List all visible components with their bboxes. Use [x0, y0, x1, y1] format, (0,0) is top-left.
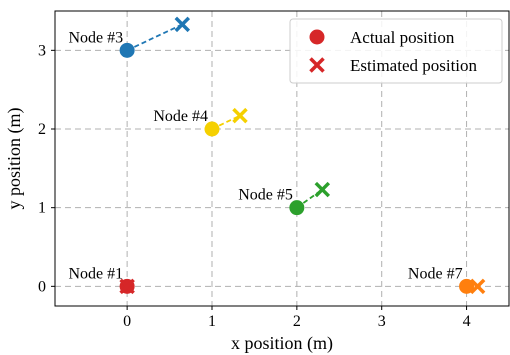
- legend-entry-label: Estimated position: [350, 56, 478, 75]
- x-axis-label: x position (m): [231, 333, 333, 354]
- estimated-position-marker: [174, 16, 191, 33]
- x-tick-label: 3: [378, 313, 386, 330]
- actual-position-marker: [289, 200, 305, 216]
- node-labels: Node #1 Node #3 Node #4 Node #5 Node #7: [68, 29, 462, 282]
- y-tick-label: 3: [38, 42, 46, 59]
- estimated-position-marker: [469, 278, 486, 295]
- legend-box: [289, 18, 503, 84]
- node-label: Node #1: [68, 265, 123, 282]
- plot-frame: [54, 10, 510, 307]
- data-markers: [119, 16, 486, 295]
- error-line: [126, 23, 183, 52]
- legend-x-marker: [309, 57, 325, 73]
- x-tick-label: 1: [208, 313, 216, 330]
- x-tick-label: 4: [463, 313, 471, 330]
- estimated-position-marker: [232, 107, 248, 124]
- legend: Actual position Estimated position: [289, 18, 503, 84]
- y-tick-label: 2: [38, 121, 46, 138]
- estimated-position-marker: [314, 181, 331, 198]
- x-tick-label: 0: [123, 313, 131, 330]
- legend-circle-marker: [309, 29, 325, 45]
- node-label: Node #7: [408, 265, 463, 282]
- y-tick-label: 1: [38, 200, 46, 217]
- y-axis-label: y position (m): [4, 107, 25, 209]
- actual-position-marker: [204, 121, 220, 137]
- axis-ticks: 0 1 2 3 4 0 1 2 3: [38, 42, 471, 330]
- actual-position-marker: [119, 42, 135, 58]
- legend-entry-label: Actual position: [350, 28, 455, 47]
- node-label: Node #4: [153, 108, 208, 125]
- actual-position-marker: [459, 278, 475, 294]
- x-tick-label: 2: [293, 313, 301, 330]
- y-tick-label: 0: [38, 278, 46, 295]
- node-label: Node #5: [238, 187, 293, 204]
- estimated-position-marker: [119, 278, 135, 295]
- node-label: Node #3: [68, 29, 123, 46]
